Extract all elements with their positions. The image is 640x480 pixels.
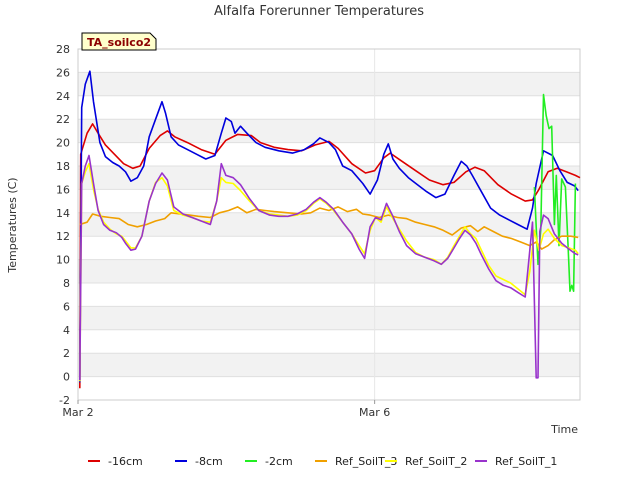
y-tick-label: 4 [63, 324, 70, 337]
x-tick-label: Mar 2 [62, 406, 93, 419]
x-axis-ticks: Mar 2 Mar 6 [62, 400, 390, 419]
y-tick-label: 18 [56, 160, 70, 173]
plot-frame [77, 48, 581, 401]
legend-label-ref-soilt-2: Ref_SoilT_2 [405, 455, 467, 468]
series-line-ref-soilt-1 [79, 154, 579, 381]
series-line--8cm [79, 70, 579, 383]
y-tick-label: 2 [63, 347, 70, 360]
y-tick-label: -2 [59, 394, 70, 407]
x-axis-title: Time [550, 423, 578, 436]
y-tick-label: 10 [56, 254, 70, 267]
grid-band [78, 259, 580, 283]
legend-label--2cm: -2cm [265, 455, 293, 468]
y-tick-label: 16 [56, 183, 70, 196]
y-tick-label: 28 [56, 43, 70, 56]
x-tick-label: Mar 6 [359, 406, 390, 419]
legend-label--16cm: -16cm [108, 455, 143, 468]
y-tick-label: 22 [56, 113, 70, 126]
y-tick-label: 8 [63, 277, 70, 290]
y-axis-title: Temperatures (C) [6, 177, 19, 273]
y-tick-label: 20 [56, 137, 70, 150]
chart-title: Alfalfa Forerunner Temperatures [214, 4, 424, 19]
legend-label--8cm: -8cm [195, 455, 223, 468]
y-tick-label: 14 [56, 207, 70, 220]
y-tick-label: 6 [63, 300, 70, 313]
grid-band [78, 166, 580, 190]
y-tick-label: 12 [56, 230, 70, 243]
legend-label-ref-soilt-3: Ref_SoilT_3 [335, 455, 397, 468]
y-tick-label: 24 [56, 90, 70, 103]
legend: -16cm -8cm -2cm Ref_SoilT_3 Ref_SoilT_2 Ref_S… [88, 455, 557, 468]
grid-band [78, 119, 580, 143]
grid-band [78, 212, 580, 237]
series-badge: TA_soilco2 [81, 32, 157, 51]
series-line--16cm [79, 123, 581, 389]
grid-band [78, 306, 580, 330]
y-tick-label: 26 [56, 66, 70, 79]
badge-box [81, 32, 157, 51]
badge-label: TA_soilco2 [87, 36, 151, 49]
legend-label-ref-soilt-1: Ref_SoilT_1 [495, 455, 557, 468]
y-tick-label: 0 [63, 371, 70, 384]
grid-band [78, 72, 580, 96]
plot-background-bands [78, 72, 580, 377]
series-line-ref-soilt-3 [79, 206, 579, 250]
series-lines [79, 70, 581, 389]
grid-band [78, 353, 580, 377]
